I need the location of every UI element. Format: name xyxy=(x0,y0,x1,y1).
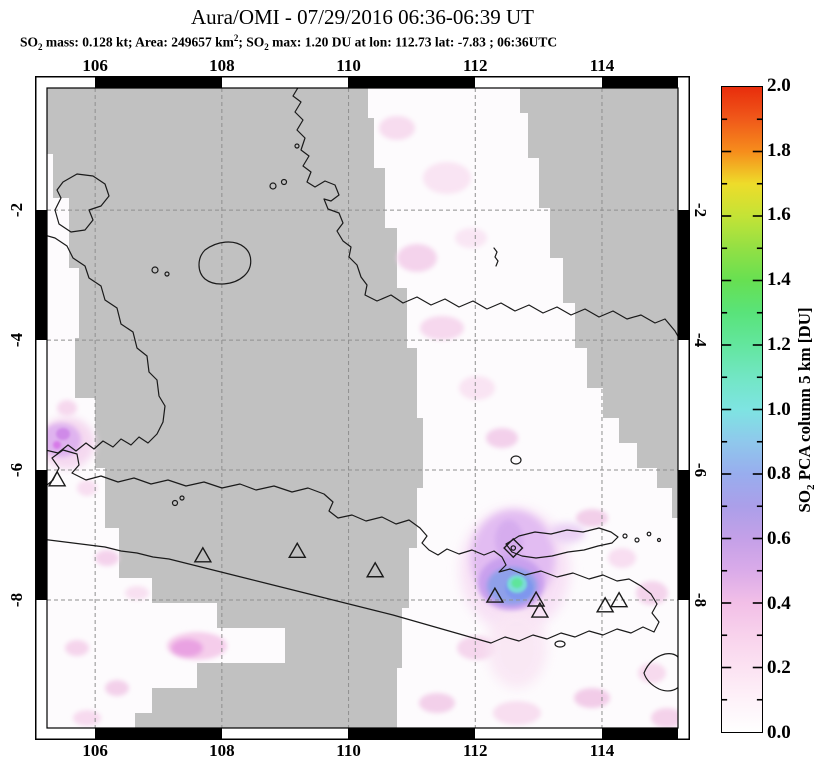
volcano-triangle-marker xyxy=(193,546,213,563)
lat-tick-label: -8 xyxy=(691,592,710,608)
colorbar-tick-label: 0.0 xyxy=(767,722,791,743)
coastline-sumatra xyxy=(47,235,166,454)
colorbar-tick-label: 0.6 xyxy=(767,527,791,549)
lon-tick-label: 114 xyxy=(589,56,615,75)
graticule-gridlines xyxy=(47,88,678,728)
lat-tick-label: -4 xyxy=(7,333,26,348)
lon-tick-label: 112 xyxy=(462,56,488,75)
islet-squiggle xyxy=(493,247,499,267)
volcano-triangle-marker xyxy=(365,561,385,578)
colorbar-tick-label: 0.8 xyxy=(767,463,791,485)
lon-tick-label: 114 xyxy=(589,741,615,759)
coastline-java xyxy=(47,449,660,644)
swath-pink-mottle xyxy=(57,116,678,728)
so2-max-diamond-marker xyxy=(503,537,524,559)
lat-tick-label: -8 xyxy=(7,592,26,608)
map-plot xyxy=(35,76,690,740)
colorbar xyxy=(721,86,763,733)
page-title: Aura/OMI - 07/29/2016 06:36-06:39 UT xyxy=(191,5,534,29)
colorbar-tick-label: 0.4 xyxy=(767,592,791,614)
colorbar-tick-label: 1.6 xyxy=(767,204,791,226)
volcano-triangle-marker xyxy=(288,541,307,558)
lon-tick-label: 108 xyxy=(209,56,235,75)
lat-tick-label: -6 xyxy=(691,462,710,478)
lat-tick-label: -4 xyxy=(691,333,710,348)
lon-tick-label: 106 xyxy=(82,56,108,75)
coastline-borneo xyxy=(292,88,678,338)
lon-tick-label: 110 xyxy=(336,741,361,759)
coastline-bali xyxy=(643,653,678,692)
colorbar-tick-label: 1.0 xyxy=(767,398,791,420)
coastlines xyxy=(47,88,678,692)
coastline-bangka xyxy=(54,173,110,233)
island-bawean xyxy=(510,455,522,465)
lat-tick-label: -2 xyxy=(7,203,26,218)
subtitle-stats: SO2 mass: 0.128 kt; Area: 249657 km2; SO… xyxy=(20,33,558,53)
volcano-triangle-marker xyxy=(526,590,546,607)
volcano-triangle-marker xyxy=(595,596,615,613)
lat-tick-label: -2 xyxy=(691,203,710,218)
colorbar-ticks xyxy=(722,118,762,701)
satellite-swaths xyxy=(47,88,678,728)
colorbar-tick-label: 1.8 xyxy=(767,139,791,161)
coastline-madura xyxy=(505,527,619,559)
island-nusa-barung xyxy=(554,640,566,648)
colorbar-tick-label: 0.2 xyxy=(767,657,791,679)
lat-tick-label: -6 xyxy=(7,462,26,478)
volcano-triangle-marker xyxy=(47,470,67,487)
volcano-triangle-marker xyxy=(485,586,505,603)
volcano-triangle-marker xyxy=(530,601,550,618)
lon-tick-label: 106 xyxy=(82,741,108,759)
volcano-triangle-marker xyxy=(609,591,629,608)
coastline-belitung xyxy=(198,241,252,285)
lon-tick-label: 110 xyxy=(336,56,361,75)
colorbar-tick-label: 1.4 xyxy=(767,269,791,291)
map-markers xyxy=(47,470,629,618)
colorbar-tick-label: 2.0 xyxy=(767,75,791,96)
lon-tick-label: 112 xyxy=(462,741,488,759)
colorbar-tick-label: 1.2 xyxy=(767,333,791,355)
lon-tick-label: 108 xyxy=(209,741,235,759)
